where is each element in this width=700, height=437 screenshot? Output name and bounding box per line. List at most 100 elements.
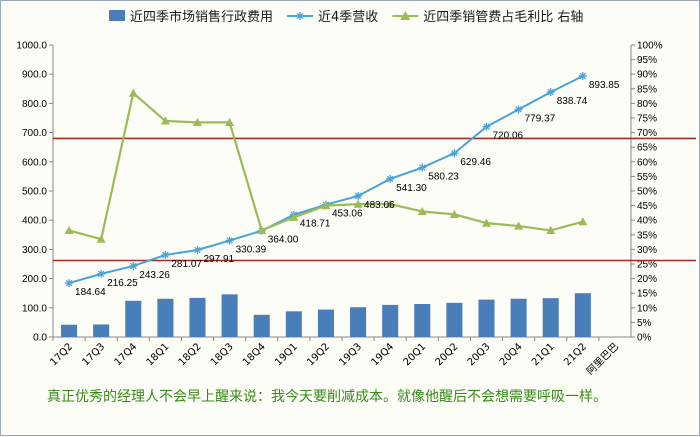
- left-tick-label: 0.0: [33, 333, 47, 344]
- asterisk-marker: [578, 71, 587, 80]
- revenue-data-label: 629.46: [460, 157, 491, 168]
- revenue-line: [68, 75, 584, 285]
- x-tick-label: 21Q1: [530, 341, 557, 368]
- asterisk-marker: [65, 279, 74, 288]
- right-tick-label: 35%: [637, 230, 657, 241]
- right-tick-label: 95%: [637, 55, 657, 66]
- triangle-marker: [257, 225, 267, 235]
- triangle-marker: [64, 225, 74, 235]
- right-tick-label: 50%: [637, 187, 657, 198]
- revenue-data-label: 838.74: [557, 96, 588, 107]
- x-tick-label: 17Q3: [80, 341, 107, 368]
- bar: [542, 298, 559, 337]
- asterisk-marker: [514, 105, 523, 114]
- x-tick-label: 17Q4: [113, 341, 140, 368]
- triangle-marker: [417, 206, 427, 216]
- revenue-data-label: 418.71: [300, 219, 331, 230]
- revenue-data-label: 364.00: [268, 235, 299, 246]
- x-tick-label: 21Q2: [562, 341, 589, 368]
- revenue-data-label: 281.07: [171, 259, 202, 270]
- triangle-marker: [289, 212, 299, 221]
- left-tick-label: 900.0: [22, 70, 47, 81]
- right-tick-label: 25%: [637, 260, 657, 271]
- bar: [221, 294, 238, 337]
- x-tick-label: 19Q2: [305, 341, 332, 368]
- left-tick-label: 100.0: [22, 303, 47, 314]
- left-tick-label: 800.0: [22, 99, 47, 110]
- reference-lines: [53, 137, 696, 262]
- bar-series: [61, 293, 591, 337]
- revenue-data-label: 330.39: [236, 245, 267, 256]
- asterisk-marker: [129, 261, 138, 270]
- chart-legend: 近四季市场销售行政费用 近4季营收 近四季销管费占毛利比 右轴: [109, 9, 583, 25]
- right-tick-label: 100%: [637, 41, 663, 52]
- triangle-marker: [225, 117, 235, 126]
- revenue-data-label: 720.06: [493, 131, 524, 142]
- bar: [574, 293, 591, 337]
- right-tick-label: 15%: [637, 289, 657, 300]
- triangle-marker: [385, 199, 395, 208]
- x-tick-label: 20Q3: [466, 341, 493, 368]
- triangle-marker: [193, 117, 202, 126]
- x-tick-label: 18Q4: [241, 341, 268, 368]
- revenue-data-label: 541.30: [396, 183, 427, 194]
- revenue-data-label: 184.64: [75, 287, 106, 298]
- triangle-marker: [160, 116, 170, 125]
- left-tick-label: 300.0: [22, 245, 47, 256]
- x-tick-label: 18Q1: [145, 341, 172, 368]
- right-tick-label: 65%: [637, 143, 657, 154]
- asterisk-marker: [450, 149, 459, 158]
- bar: [510, 298, 527, 337]
- asterisk-marker: [418, 163, 427, 172]
- left-tick-label: 600.0: [22, 157, 47, 168]
- right-tick-label: 5%: [637, 318, 652, 329]
- bar: [414, 304, 431, 337]
- right-tick-label: 20%: [637, 274, 657, 285]
- x-tick-label: 20Q2: [434, 341, 461, 368]
- right-tick-label: 45%: [637, 201, 657, 212]
- bar: [350, 307, 367, 337]
- triangle-marker: [128, 88, 138, 97]
- legend-triangle: [400, 11, 411, 20]
- left-tick-label: 500.0: [22, 187, 47, 198]
- right-tick-label: 60%: [637, 157, 657, 168]
- triangle-marker: [353, 199, 363, 208]
- legend-label: 近四季销管费占毛利比 右轴: [423, 10, 583, 25]
- asterisk-marker: [225, 236, 234, 245]
- triangle-marker: [482, 218, 491, 227]
- x-tick-label: 20Q1: [402, 341, 429, 368]
- right-tick-label: 90%: [637, 70, 657, 81]
- right-tick-label: 55%: [637, 172, 657, 183]
- bar: [157, 298, 174, 337]
- bar: [382, 304, 399, 337]
- asterisk-marker: [193, 246, 202, 255]
- asterisk-marker: [354, 191, 363, 200]
- revenue-data-label: 216.25: [107, 278, 138, 289]
- revenue-data-label: 243.26: [139, 270, 170, 281]
- revenue-data-label: 297.91: [204, 254, 235, 265]
- right-tick-label: 75%: [637, 114, 657, 125]
- right-tick-label: 85%: [637, 84, 657, 95]
- x-tick-label: 17Q2: [48, 341, 75, 368]
- right-tick-label: 10%: [637, 303, 657, 314]
- ratio-line: [68, 91, 584, 241]
- revenue-data-label: 779.37: [525, 113, 556, 124]
- asterisk-marker: [386, 174, 395, 183]
- line-series: [64, 71, 588, 288]
- bar: [253, 314, 270, 337]
- revenue-data-label: 483.06: [364, 200, 395, 211]
- revenue-data-label: 580.23: [428, 172, 459, 183]
- asterisk-marker: [482, 122, 491, 131]
- triangle-marker: [578, 217, 588, 226]
- x-tick-label: 阿里巴巴: [584, 341, 621, 378]
- triangle-marker: [321, 201, 331, 210]
- right-tick-label: 80%: [637, 99, 657, 110]
- triangle-marker: [514, 221, 524, 230]
- revenue-data-label: 893.85: [589, 80, 620, 91]
- asterisk-marker: [97, 269, 106, 278]
- legend-label: 近四季市场销售行政费用: [130, 9, 273, 25]
- asterisk-marker: [161, 250, 170, 259]
- left-tick-label: 700.0: [22, 128, 47, 139]
